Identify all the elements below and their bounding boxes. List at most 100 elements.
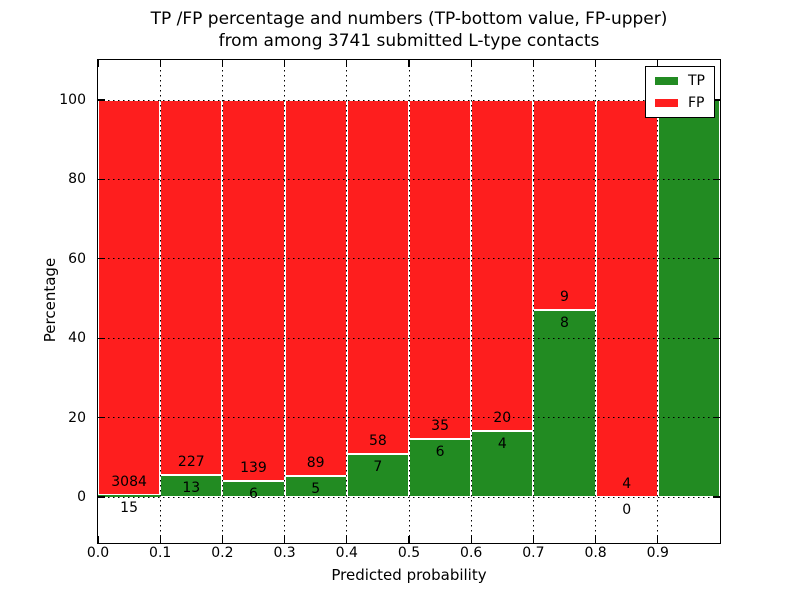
x-tick-mark-bottom <box>408 536 410 543</box>
bar-segment-tp <box>222 480 285 497</box>
chart-title-line-2: from among 3741 submitted L-type contact… <box>218 31 600 51</box>
y-tick-label: 80 <box>68 171 86 188</box>
y-tick-label: 20 <box>68 409 86 426</box>
x-tick-mark-bottom <box>532 536 534 543</box>
x-tick-label: 0.7 <box>522 545 545 561</box>
bar-fp-count-label: 58 <box>368 433 387 450</box>
y-tick-mark-left <box>98 99 105 101</box>
x-tick-mark-top <box>408 60 410 67</box>
y-tick-mark-left <box>98 496 105 498</box>
vertical-gridline <box>221 60 223 543</box>
y-tick-mark-left <box>98 417 105 419</box>
vertical-gridline <box>470 60 472 543</box>
bar-fp-count-label: 89 <box>306 454 325 471</box>
x-tick-mark-bottom <box>595 536 597 543</box>
x-tick-label: 0.2 <box>211 545 234 561</box>
bar-segment-tp <box>98 495 161 497</box>
vertical-gridline <box>532 60 534 543</box>
legend-item-tp: TP <box>655 74 705 88</box>
x-tick-mark-top <box>284 60 286 67</box>
y-tick-mark-right <box>713 417 720 419</box>
x-tick-label: 0.6 <box>460 545 483 561</box>
bar-tp-count-label: 0 <box>622 502 632 518</box>
vertical-gridline <box>595 60 597 543</box>
bar-tp-count-label: 5 <box>311 480 321 497</box>
bar-fp-count-label: 9 <box>560 289 569 306</box>
bar-segment-fp <box>284 100 347 476</box>
horizontal-gridline <box>98 337 720 339</box>
vertical-gridline <box>657 60 659 543</box>
chart-title: TP /FP percentage and numbers (TP-bottom… <box>98 8 720 52</box>
x-tick-label: 0.4 <box>335 545 358 561</box>
vertical-gridline <box>159 60 161 543</box>
x-tick-mark-bottom <box>657 536 659 543</box>
y-tick-mark-right <box>713 337 720 339</box>
x-tick-mark-bottom <box>470 536 472 543</box>
bar-segment-fp <box>222 100 285 481</box>
bar-fp-count-label: 227 <box>177 454 205 471</box>
bar-tp-count-label: 4 <box>497 435 507 452</box>
bar-fp-count-label: 20 <box>493 409 512 426</box>
bar-segment-fp <box>346 100 409 455</box>
bar-tp-count-label: 8 <box>560 315 569 332</box>
bar-fp-count-label: 4 <box>622 476 632 492</box>
y-tick-mark-right <box>713 99 720 101</box>
bar-segment-fp <box>98 100 161 496</box>
legend-label-tp: TP <box>688 73 705 89</box>
bar-segment-fp <box>160 100 223 476</box>
bar-fp-count-label: 139 <box>240 459 267 476</box>
x-tick-label: 0.1 <box>149 545 172 561</box>
horizontal-gridline <box>98 258 720 260</box>
x-tick-mark-bottom <box>346 536 348 543</box>
bar-segment-fp <box>533 100 596 311</box>
y-tick-label: 60 <box>68 250 86 267</box>
y-tick-mark-right <box>713 178 720 180</box>
x-tick-mark-top <box>595 60 597 67</box>
x-tick-mark-bottom <box>284 536 286 543</box>
legend: TP FP <box>645 66 715 118</box>
bar-tp-count-label: 13 <box>182 480 201 497</box>
bar-tp-count-label: 7 <box>373 459 383 476</box>
x-tick-label: 0.3 <box>273 545 296 561</box>
x-axis-label: Predicted probability <box>331 566 487 584</box>
x-tick-mark-top <box>657 60 659 67</box>
bar-segment-fp <box>595 100 658 497</box>
y-tick-mark-left <box>98 337 105 339</box>
legend-swatch-fp-icon <box>655 99 678 107</box>
bar-segment-tp <box>346 454 409 497</box>
x-tick-mark-top <box>346 60 348 67</box>
y-tick-label: 40 <box>68 330 86 347</box>
bar-segment-tp <box>657 100 720 497</box>
horizontal-gridline <box>98 99 720 101</box>
x-tick-mark-top <box>97 60 99 67</box>
bar-tp-count-label: 6 <box>435 443 445 460</box>
bar-segment-fp <box>409 100 472 439</box>
x-tick-mark-bottom <box>159 536 161 543</box>
y-tick-mark-left <box>98 258 105 260</box>
y-tick-mark-right <box>713 258 720 260</box>
y-tick-mark-left <box>98 178 105 180</box>
bar-segment-fp <box>471 100 534 431</box>
vertical-gridline <box>408 60 410 543</box>
x-tick-mark-bottom <box>97 536 99 543</box>
y-tick-label: 0 <box>77 489 86 505</box>
legend-swatch-tp-icon <box>655 77 678 85</box>
plot-area: TP FP 308415227131396895587356204984012 <box>97 59 721 544</box>
y-tick-label: 100 <box>59 92 86 108</box>
vertical-gridline <box>284 60 286 543</box>
bar-segment-tp <box>471 430 534 497</box>
bar-tp-count-label: 15 <box>120 500 138 517</box>
legend-item-fp: FP <box>655 96 705 110</box>
x-tick-label: 0.9 <box>646 545 669 561</box>
bar-segment-tp <box>409 438 472 497</box>
bar-segment-tp <box>160 475 223 497</box>
chart-title-line-1: TP /FP percentage and numbers (TP-bottom… <box>150 9 668 29</box>
horizontal-gridline <box>98 496 720 498</box>
x-tick-label: 0.8 <box>584 545 607 561</box>
x-tick-mark-top <box>159 60 161 67</box>
x-tick-mark-top <box>532 60 534 67</box>
bar-segment-tp <box>533 310 596 497</box>
x-tick-mark-top <box>470 60 472 67</box>
bar-tp-count-label: 6 <box>249 485 258 502</box>
